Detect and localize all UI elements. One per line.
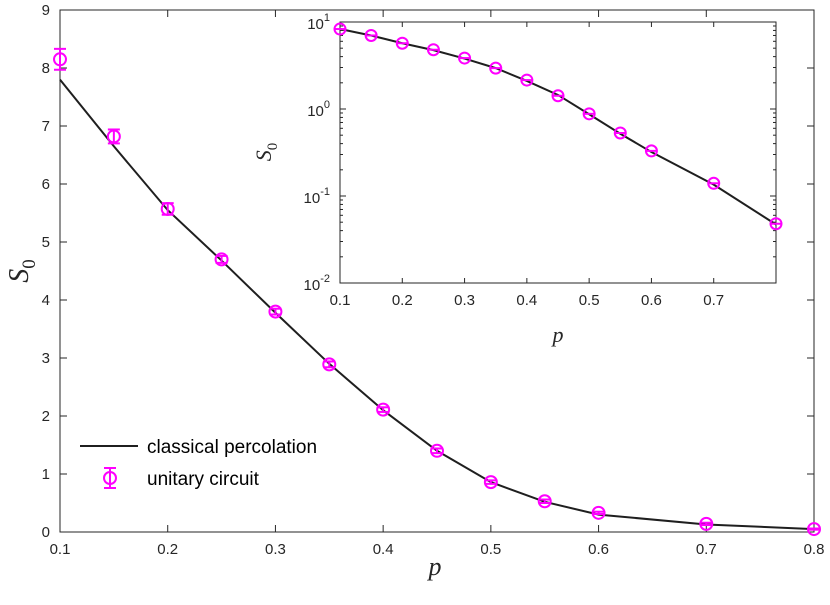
main-data-point <box>268 304 283 319</box>
main-x-tick-label: 0.3 <box>265 541 286 558</box>
inset-data-point <box>395 36 409 50</box>
main-y-label-symbol: S <box>4 269 35 283</box>
inset-plot-frame <box>339 21 777 284</box>
inset-y-tick-label: 101 <box>307 12 330 33</box>
inset-y-tick-label: 10-1 <box>304 186 330 207</box>
main-x-tick-label: 0.6 <box>588 541 609 558</box>
main-y-label-subscript: 0 <box>19 259 40 269</box>
main-y-tick-label: 1 <box>42 466 50 483</box>
main-y-tick-label: 5 <box>42 234 50 251</box>
inset-x-tick-label: 0.1 <box>330 292 351 309</box>
main-x-axis-label: p <box>427 552 442 581</box>
main-data-point <box>214 252 229 267</box>
inset-x-tick-label: 0.7 <box>703 292 724 309</box>
main-x-tick-label: 0.5 <box>480 541 501 558</box>
main-data-point <box>106 129 121 144</box>
main-data-point <box>160 201 175 216</box>
main-data-point <box>483 475 498 490</box>
inset-data-point <box>582 107 596 121</box>
inset-y-tick-base: 10 <box>307 103 324 120</box>
main-y-tick-label: 7 <box>42 118 50 135</box>
main-y-tick-label: 9 <box>42 2 50 19</box>
inset-y-label-subscript: 0 <box>265 143 281 151</box>
main-data-point <box>376 402 391 417</box>
inset-data-point <box>551 89 565 103</box>
inset-y-tick-base: 10 <box>304 277 321 294</box>
main-ticks: 0.1 0.2 0.3 0.4 0.5 0.6 0.7 0.8 0 1 2 3 4 5 6 7 8 9 <box>42 2 825 558</box>
inset-x-tick-label: 0.3 <box>454 292 475 309</box>
inset-y-tick-base: 10 <box>304 190 321 207</box>
inset-x-tick-label: 0.4 <box>516 292 537 309</box>
legend-item-line: classical percolation <box>80 437 317 458</box>
main-x-tick-label: 0.2 <box>157 541 178 558</box>
inset-y-tick-exponent: 0 <box>324 99 330 111</box>
inset-data-point <box>364 28 378 42</box>
inset-y-tick-label: 100 <box>307 99 330 120</box>
main-y-tick-label: 6 <box>42 176 50 193</box>
main-y-tick-label: 8 <box>42 60 50 77</box>
inset-y-tick-label: 10-2 <box>304 273 330 294</box>
main-y-tick-label: 3 <box>42 350 50 367</box>
inset-data-point <box>333 22 347 36</box>
inset-x-tick-label: 0.5 <box>579 292 600 309</box>
inset-y-label-symbol: S <box>251 150 276 161</box>
main-data-point <box>430 443 444 458</box>
inset-data-point <box>489 61 503 75</box>
main-y-tick-label: 2 <box>42 408 50 425</box>
main-x-tick-label: 0.1 <box>50 541 71 558</box>
inset-x-tick-label: 0.2 <box>392 292 413 309</box>
legend: classical percolation unitary circuit <box>80 437 317 490</box>
legend-label-classical: classical percolation <box>147 437 317 458</box>
main-x-tick-label: 0.4 <box>373 541 394 558</box>
main-y-tick-label: 4 <box>42 292 50 309</box>
main-x-tick-label: 0.7 <box>696 541 717 558</box>
main-y-axis-label: S0 <box>4 259 40 283</box>
inset-data-point <box>644 144 658 158</box>
inset-data-point <box>426 43 440 57</box>
inset-series <box>333 22 783 231</box>
inset-data-point <box>769 217 783 231</box>
inset-x-tick-label: 0.6 <box>641 292 662 309</box>
main-y-tick-label: 0 <box>42 524 50 541</box>
inset-data-point <box>520 73 534 87</box>
inset-y-tick-exponent: -2 <box>320 273 330 285</box>
main-x-tick-label: 0.8 <box>804 541 825 558</box>
main-data-point <box>322 357 337 372</box>
inset-y-tick-exponent: -1 <box>320 186 330 198</box>
main-series <box>53 47 821 537</box>
inset-data-point <box>613 126 627 140</box>
legend-label-unitary: unitary circuit <box>147 469 260 490</box>
inset-y-tick-exponent: 1 <box>324 12 330 24</box>
inset-x-axis-label: p <box>551 322 564 347</box>
inset-y-tick-base: 10 <box>307 16 324 33</box>
main-data-point <box>537 494 552 509</box>
inset-data-point <box>458 51 472 65</box>
inset-y-axis-label: S0 <box>251 143 281 162</box>
legend-item-marker: unitary circuit <box>103 467 260 490</box>
inset-data-point <box>707 176 721 190</box>
main-data-point <box>591 505 606 520</box>
legend-marker-swatch <box>103 471 117 485</box>
main-data-point <box>699 516 714 531</box>
main-data-point <box>53 52 67 67</box>
main-data-point <box>807 522 821 537</box>
